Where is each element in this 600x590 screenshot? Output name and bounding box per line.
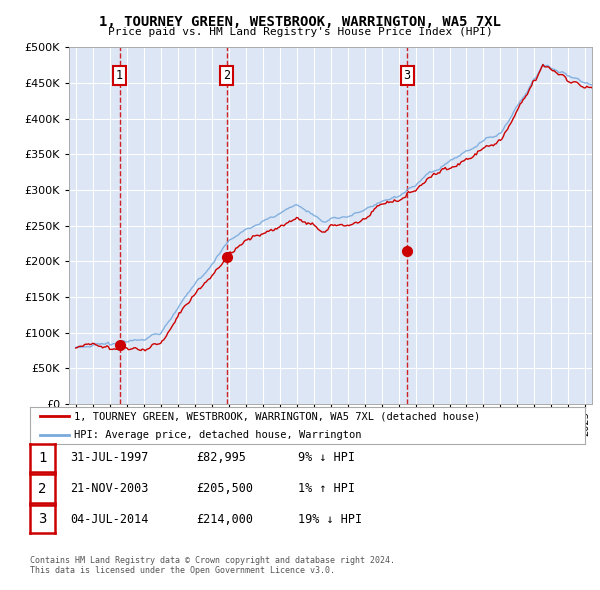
Text: 31-JUL-1997: 31-JUL-1997 [70, 451, 149, 464]
Text: This data is licensed under the Open Government Licence v3.0.: This data is licensed under the Open Gov… [30, 566, 335, 575]
Text: 04-JUL-2014: 04-JUL-2014 [70, 513, 149, 526]
Text: 21-NOV-2003: 21-NOV-2003 [70, 482, 149, 495]
Text: Contains HM Land Registry data © Crown copyright and database right 2024.: Contains HM Land Registry data © Crown c… [30, 556, 395, 565]
Text: 9% ↓ HPI: 9% ↓ HPI [298, 451, 355, 464]
Text: 1, TOURNEY GREEN, WESTBROOK, WARRINGTON, WA5 7XL: 1, TOURNEY GREEN, WESTBROOK, WARRINGTON,… [99, 15, 501, 29]
Text: £205,500: £205,500 [196, 482, 253, 495]
Text: 1% ↑ HPI: 1% ↑ HPI [298, 482, 355, 495]
Text: £82,995: £82,995 [196, 451, 246, 464]
Text: 1: 1 [116, 69, 123, 82]
Text: 1, TOURNEY GREEN, WESTBROOK, WARRINGTON, WA5 7XL (detached house): 1, TOURNEY GREEN, WESTBROOK, WARRINGTON,… [74, 411, 481, 421]
Text: 1: 1 [38, 451, 47, 465]
Text: 3: 3 [38, 512, 47, 526]
Text: 19% ↓ HPI: 19% ↓ HPI [298, 513, 362, 526]
Text: 2: 2 [38, 481, 47, 496]
Text: Price paid vs. HM Land Registry's House Price Index (HPI): Price paid vs. HM Land Registry's House … [107, 27, 493, 37]
Text: 3: 3 [403, 69, 410, 82]
Text: 2: 2 [223, 69, 230, 82]
Text: £214,000: £214,000 [196, 513, 253, 526]
Text: HPI: Average price, detached house, Warrington: HPI: Average price, detached house, Warr… [74, 430, 362, 440]
